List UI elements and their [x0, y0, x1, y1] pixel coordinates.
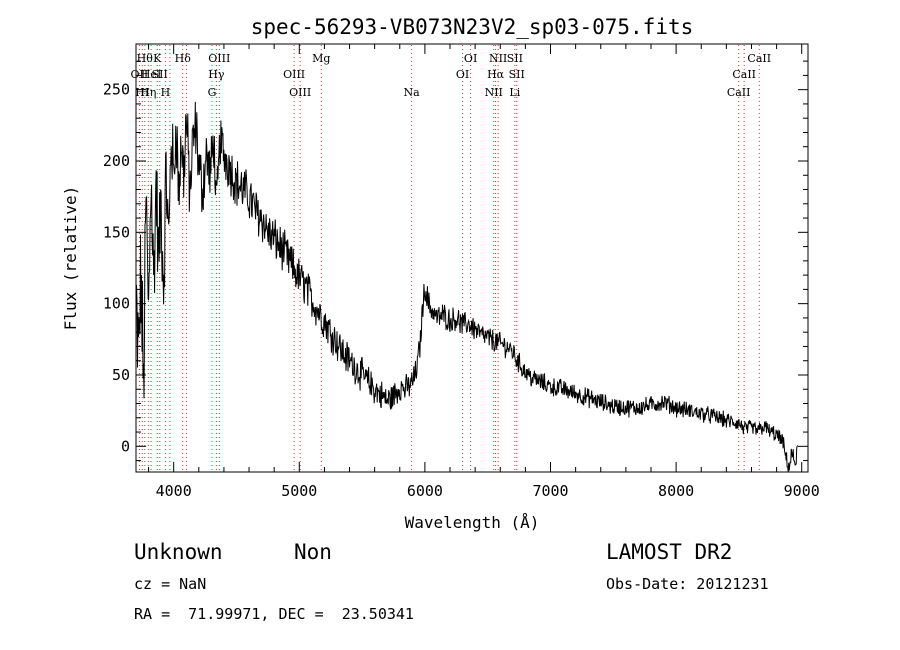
line-marker-label: CaII: [727, 86, 751, 99]
line-marker-label: Hα: [487, 68, 505, 81]
x-tick-label: 9000: [784, 482, 820, 500]
x-tick-label: 7000: [532, 482, 568, 500]
y-tick-label: 100: [103, 295, 130, 313]
line-marker-label: CaII: [732, 68, 756, 81]
object-class: Unknown: [134, 540, 223, 564]
line-marker-label: NII: [485, 86, 503, 99]
line-marker-label: OIII: [283, 68, 305, 81]
x-axis-label: Wavelength (Å): [405, 513, 540, 532]
y-tick-label: 0: [121, 437, 130, 455]
redshift: cz = NaN: [134, 575, 207, 593]
y-tick-label: 200: [103, 152, 130, 170]
x-tick-label: 6000: [407, 482, 443, 500]
object-subclass: Non: [294, 540, 332, 564]
x-tick-label: 8000: [658, 482, 694, 500]
chart-title: spec-56293-VB073N23V2_sp03-075.fits: [251, 15, 694, 39]
emission-line-markers: [138, 45, 760, 471]
line-marker-label: K: [153, 52, 162, 65]
line-marker-label: Na: [403, 86, 420, 99]
plot-frame: [135, 43, 809, 473]
line-marker-label: OIII: [289, 86, 311, 99]
line-marker-label: SII: [152, 68, 168, 81]
line-marker-label: OII: [131, 68, 149, 81]
coordinates: RA = 71.99971, DEC = 23.50341: [134, 605, 414, 623]
x-tick-label: 5000: [281, 482, 317, 500]
line-marker-label: CaII: [747, 52, 771, 65]
line-marker-label: OIII: [208, 52, 230, 65]
x-tick-label: 4000: [156, 482, 192, 500]
emission-line-labels: OIIHIHθHηHeIKSIIHHδGHγOIIIOIIIOIIIMgNaOI…: [131, 52, 772, 99]
line-marker-label: SII: [509, 68, 525, 81]
x-axis-ticks: 4000 5000 6000 7000 8000 9000: [148, 44, 820, 500]
line-marker-label: Mg: [312, 52, 330, 65]
line-marker-label: OI: [464, 52, 477, 65]
line-marker-label: H: [161, 86, 171, 99]
y-axis-label: Flux (relative): [61, 186, 80, 331]
obs-date: Obs-Date: 20121231: [606, 575, 769, 593]
y-tick-label: 150: [103, 223, 130, 241]
spectrum-line: [135, 101, 799, 473]
line-marker-label: Hδ: [175, 52, 192, 65]
survey-name: LAMOST DR2: [606, 540, 733, 564]
line-marker-label: NII: [489, 52, 507, 65]
line-marker-label: SII: [507, 52, 523, 65]
line-marker-label: G: [208, 86, 217, 99]
line-marker-label: Hθ: [137, 52, 154, 65]
y-axis-ticks: 0 50 100 150 200 250: [103, 60, 808, 462]
line-marker-label: Hγ: [208, 68, 225, 81]
y-tick-label: 250: [103, 81, 130, 99]
line-marker-label: Li: [509, 86, 520, 99]
line-marker-label: HeI: [141, 68, 161, 81]
y-tick-label: 50: [112, 366, 130, 384]
line-marker-label: OI: [456, 68, 469, 81]
line-marker-label: Hη: [140, 86, 156, 99]
